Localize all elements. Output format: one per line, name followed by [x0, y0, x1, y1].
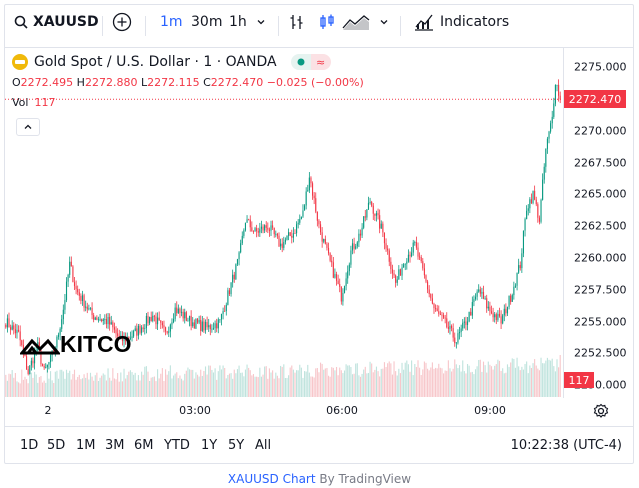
- open-value: 2272.495: [20, 76, 74, 89]
- price-tick-label: 2267.500: [574, 156, 627, 170]
- range-all[interactable]: All: [255, 438, 272, 453]
- interval-30m[interactable]: 30m: [191, 14, 223, 30]
- candles-icon: [320, 14, 334, 29]
- time-tick-label: 06:00: [326, 404, 358, 417]
- time-tick-label: 2: [44, 404, 52, 417]
- style-dropdown[interactable]: [379, 0, 389, 44]
- price-tick-label: 2255.000: [574, 315, 627, 329]
- interval-1m[interactable]: 1m: [160, 14, 183, 30]
- close-value: 2272.470: [210, 76, 264, 89]
- area-style-button[interactable]: [342, 0, 370, 44]
- chart-settings-button[interactable]: [593, 403, 609, 419]
- bars-icon: [290, 15, 303, 29]
- ohlc-values: O2272.495 H2272.880 L2272.115 C2272.470 …: [12, 76, 364, 89]
- attribution: XAUUSD Chart By TradingView: [0, 472, 639, 486]
- tradingview-credit[interactable]: By TradingView: [319, 472, 412, 486]
- series-title: Gold Spot / U.S. Dollar · 1 · OANDA: [34, 54, 277, 70]
- interval-1h[interactable]: 1h: [229, 14, 247, 30]
- symbol-search-button[interactable]: XAUUSD: [14, 0, 99, 44]
- time-tick-label: 09:00: [474, 404, 506, 417]
- price-tick-label: 2252.500: [574, 346, 627, 360]
- price-tick-label: 2265.000: [574, 187, 627, 201]
- market-open-dot-icon: [290, 54, 311, 70]
- kitco-logo-icon: [20, 338, 60, 354]
- range-6m[interactable]: 6M: [134, 438, 154, 453]
- gear-icon: [593, 403, 609, 418]
- indicators-button[interactable]: Indicators: [414, 0, 509, 44]
- interval-dropdown[interactable]: [256, 0, 266, 44]
- top-toolbar: [4, 4, 634, 48]
- plus-circle-icon: [112, 12, 132, 32]
- last-volume-tag: 117: [564, 372, 594, 388]
- indicators-label: Indicators: [440, 14, 510, 30]
- range-5d[interactable]: 5D: [47, 438, 66, 453]
- price-tick-label: 2262.500: [574, 219, 627, 233]
- bar-style-button[interactable]: [288, 0, 306, 44]
- chevron-up-icon: [24, 124, 32, 129]
- collapse-legend-button[interactable]: [16, 118, 40, 136]
- price-tick-label: 2270.000: [574, 124, 627, 138]
- time-tick-label: 03:00: [179, 404, 211, 417]
- price-axis-border: [563, 48, 564, 398]
- range-1m[interactable]: 1M: [76, 438, 96, 453]
- low-value: 2272.115: [147, 76, 200, 89]
- watermark-text: KITCO: [60, 331, 132, 357]
- range-ytd[interactable]: YTD: [164, 438, 190, 453]
- range-5y[interactable]: 5Y: [228, 438, 245, 453]
- data-delayed-icon: ≈: [310, 54, 331, 70]
- range-1y[interactable]: 1Y: [201, 438, 218, 453]
- gold-coin-icon: [12, 54, 28, 70]
- kitco-watermark: KITCO: [20, 331, 132, 358]
- change-value: −0.025 (−0.00%): [266, 76, 364, 89]
- volume-value: 117: [34, 96, 56, 109]
- compare-button[interactable]: [112, 0, 132, 44]
- area-chart-icon: [342, 15, 370, 30]
- price-tick-label: 2257.500: [574, 283, 627, 297]
- indicators-icon: [415, 14, 433, 31]
- symbol-chart-link[interactable]: XAUUSD Chart: [227, 472, 316, 486]
- range-1d[interactable]: 1D: [20, 438, 39, 453]
- chevron-down-icon: [257, 20, 265, 25]
- volume-legend: Vol 117: [12, 96, 55, 109]
- volume-label: Vol: [12, 96, 29, 109]
- chevron-down-icon: [380, 20, 388, 25]
- market-status-pill[interactable]: ≈: [290, 54, 331, 70]
- clock-timezone[interactable]: 10:22:38 (UTC-4): [510, 438, 622, 453]
- symbol-label: XAUUSD: [33, 14, 99, 30]
- high-value: 2272.880: [84, 76, 138, 89]
- search-icon: [14, 15, 28, 29]
- range-bar: 1D 5D 1M 3M 6M YTD 1Y 5Y All 10:22:38 (U…: [4, 426, 634, 462]
- widget-frame: [4, 4, 634, 464]
- candles-style-button[interactable]: [318, 0, 336, 44]
- last-price-tag: 2272.470: [564, 90, 626, 109]
- series-legend[interactable]: Gold Spot / U.S. Dollar · 1 · OANDA ≈: [12, 54, 331, 70]
- price-tick-label: 2275.000: [574, 60, 627, 74]
- range-3m[interactable]: 3M: [105, 438, 125, 453]
- price-tick-label: 2260.000: [574, 251, 627, 265]
